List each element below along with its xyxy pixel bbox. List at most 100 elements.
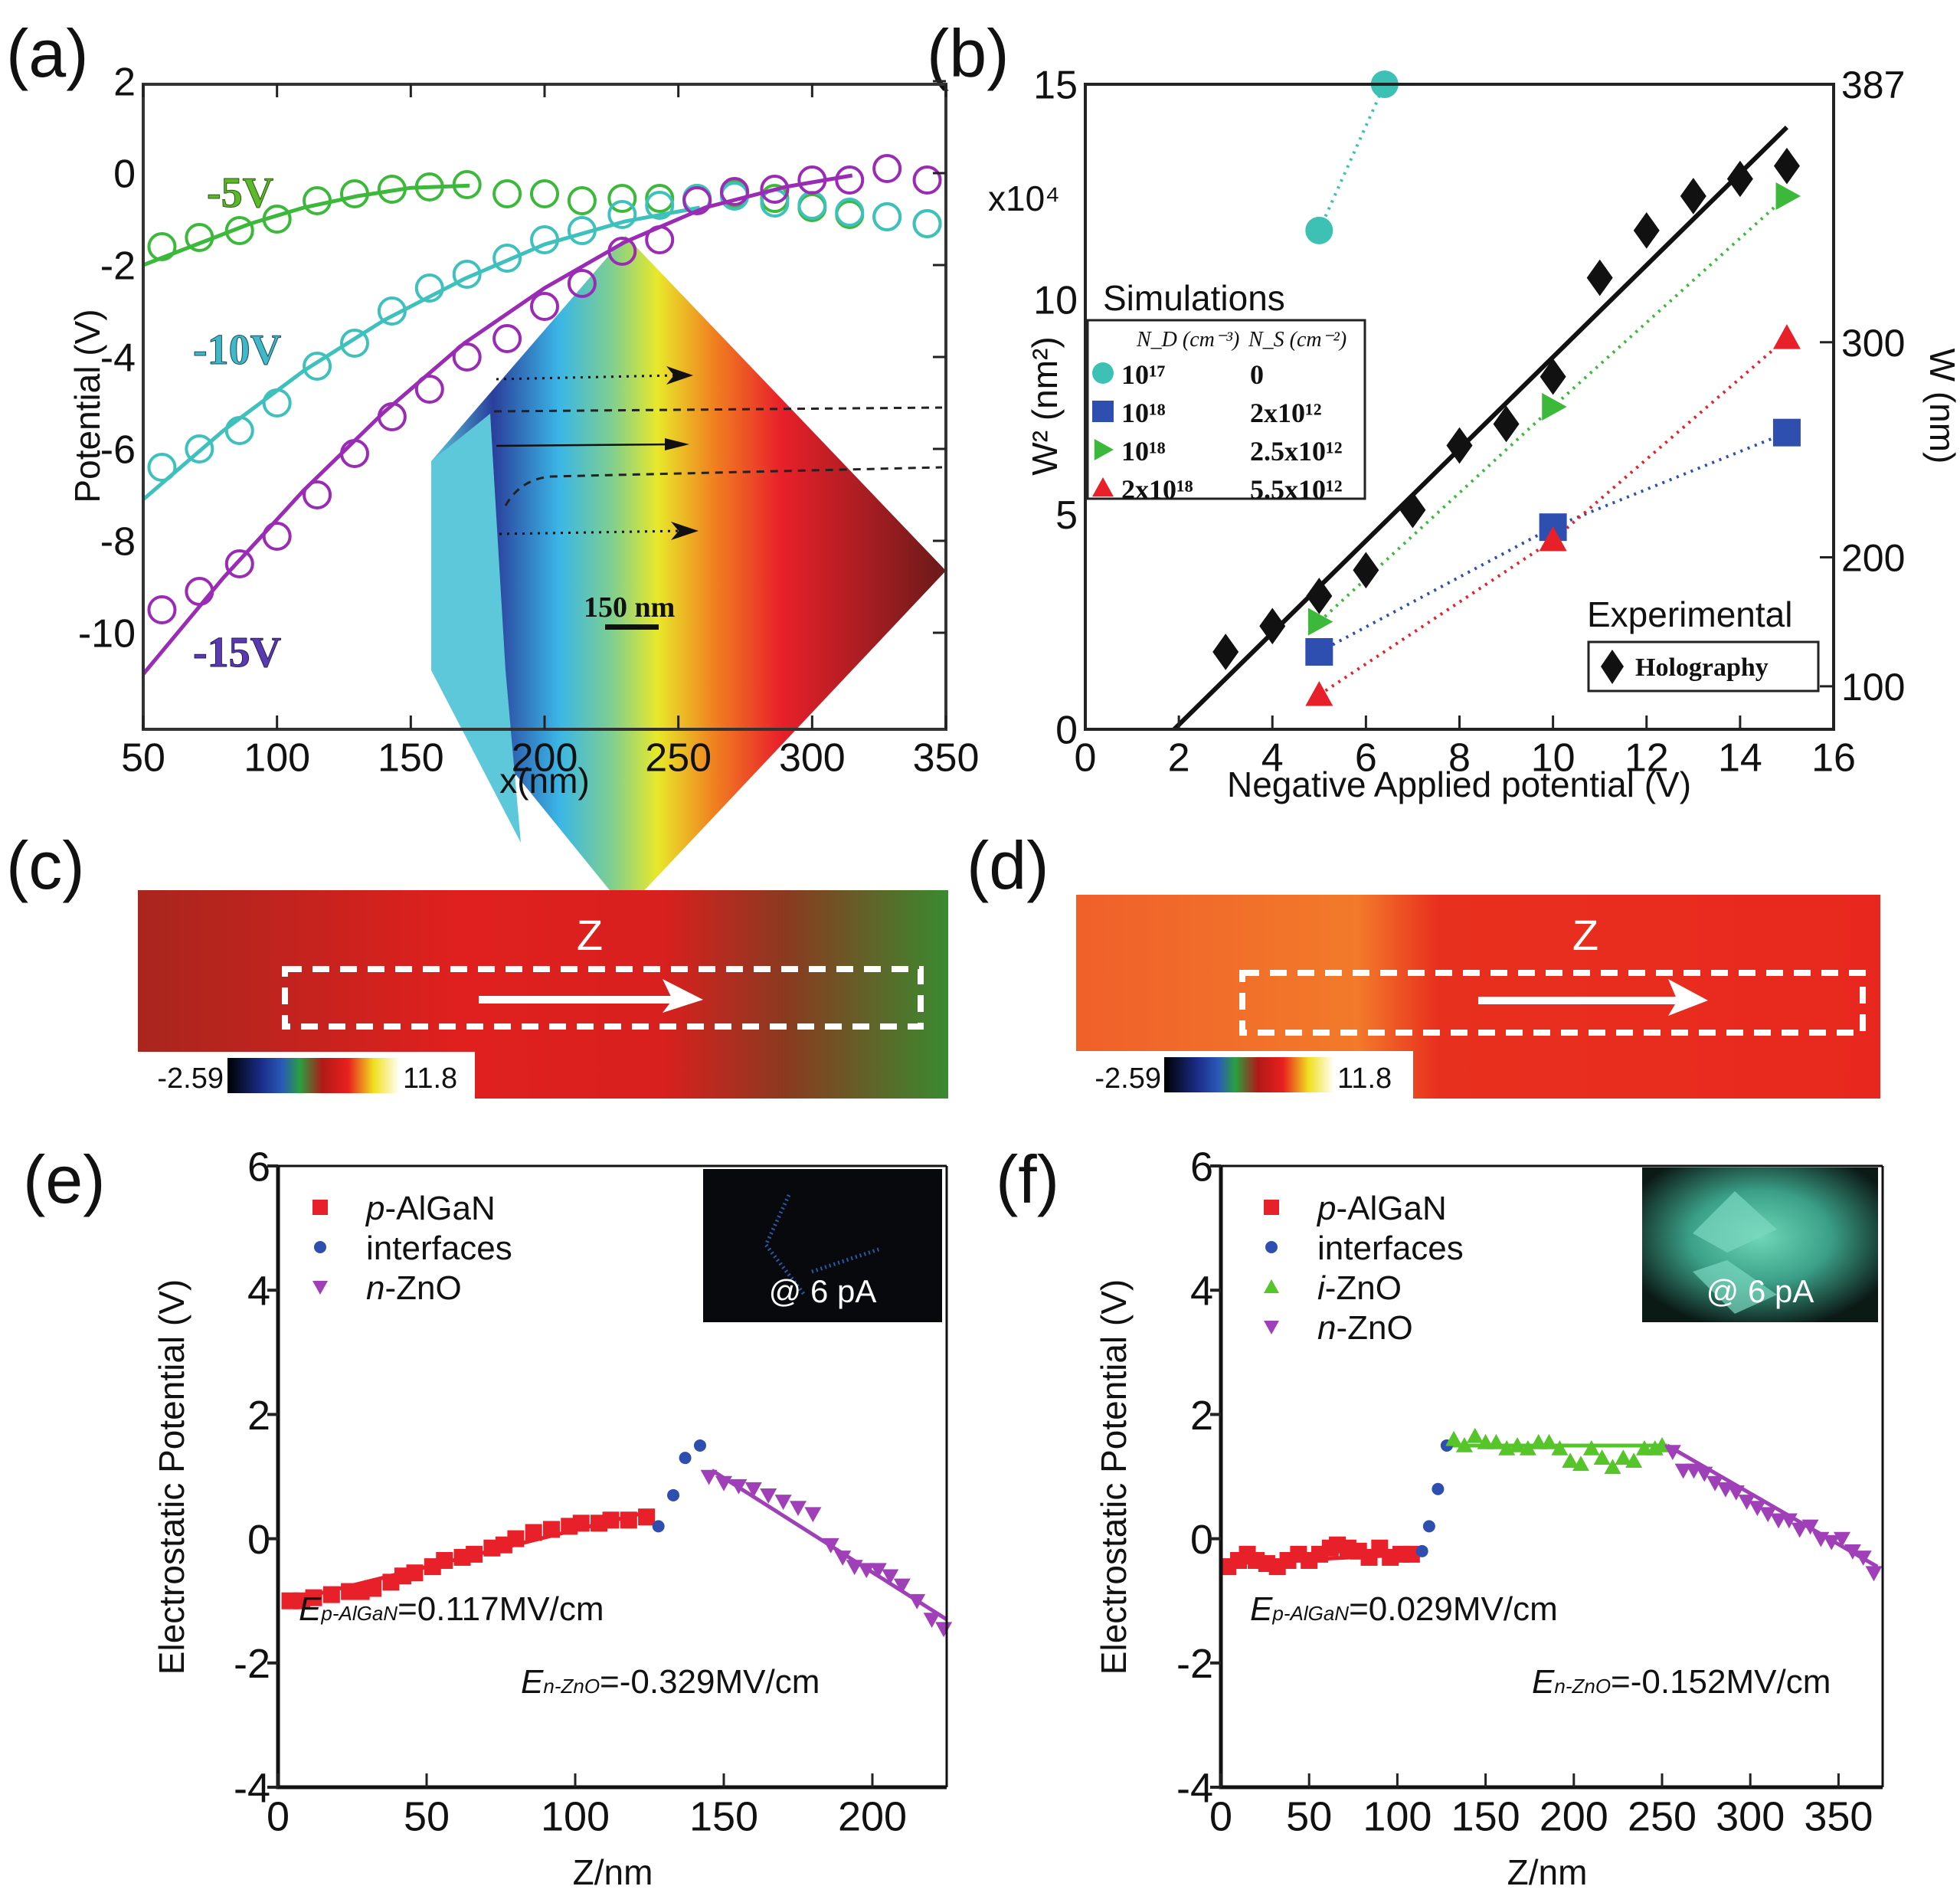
data-point-p-AlGaN [507, 1530, 525, 1547]
data-point-n-ZnO [744, 1482, 762, 1498]
data-point-i-ZnO [1477, 1433, 1494, 1449]
data-point [645, 191, 675, 220]
data-point-n-ZnO [908, 1593, 926, 1609]
simulation-point [1772, 324, 1801, 349]
data-point [377, 402, 407, 431]
y-tick-label: 10 [1033, 278, 1078, 323]
x-tick-label: 50 [404, 1794, 450, 1840]
data-point [262, 388, 292, 418]
x-tick-label: 100 [541, 1794, 610, 1840]
data-point-n-ZnO [1674, 1463, 1692, 1479]
legend-ns-value: 0 [1250, 359, 1264, 390]
panel-label-e: (e) [23, 1141, 106, 1217]
fit-line-neg5V [142, 183, 470, 267]
data-point-i-ZnO [1625, 1452, 1643, 1469]
colorbar-c-max: 11.8 [403, 1063, 457, 1095]
legend-exp-title: Experimental [1587, 594, 1792, 634]
legend-marker-icon [1092, 362, 1114, 384]
panel-f-chart: @ 6 pA 0 50 100 150 200 250 300 350 -4 -2 0 2 4 6 p-A… [1094, 1144, 1884, 1892]
data-point [835, 165, 865, 195]
y-right-tick-label: 200 [1841, 536, 1905, 579]
legend-label: p-AlGaN [1316, 1190, 1447, 1227]
legend-label: n-ZnO [1317, 1309, 1413, 1347]
data-point-n-ZnO [882, 1569, 899, 1585]
data-point-interfaces [1415, 1544, 1428, 1557]
legend-marker-icon [1094, 439, 1114, 460]
panel-d-map: Z -2.59 11.8 [1076, 895, 1880, 1099]
legend-nd-value: 10¹⁸ [1121, 398, 1166, 428]
data-point [414, 273, 444, 303]
data-point-n-ZnO [1727, 1485, 1745, 1501]
data-point [607, 200, 637, 229]
data-point-i-ZnO [1445, 1430, 1463, 1446]
panel-label-c: (c) [6, 827, 85, 903]
data-point-n-ZnO [774, 1495, 792, 1510]
x-axis-label-b: Negative Applied potential (V) [1227, 765, 1691, 804]
data-point-n-ZnO [1854, 1551, 1872, 1566]
data-point [147, 453, 177, 482]
y-axis-label-f: Electrostatic Potential (V) [1094, 1279, 1134, 1675]
data-point [912, 165, 942, 195]
y-tick-label: 2 [113, 61, 136, 105]
data-point-p-AlGaN [602, 1511, 620, 1529]
data-point-i-ZnO [1455, 1436, 1473, 1452]
scale-bar-label: 150 nm [584, 591, 675, 624]
data-point-i-ZnO [1615, 1449, 1632, 1465]
data-point [607, 184, 637, 213]
x-tick-label: 200 [1540, 1794, 1608, 1840]
colorbar-d [1164, 1057, 1334, 1092]
data-point-n-ZnO [1664, 1445, 1681, 1461]
data-point [720, 177, 750, 206]
colorbar-c-min: -2.59 [157, 1063, 224, 1095]
data-point [797, 165, 827, 195]
field-annotation-e2: En-ZnO=-0.329MV/cm [521, 1663, 820, 1701]
data-point-p-AlGaN [1402, 1545, 1420, 1563]
data-point-n-ZnO [1865, 1566, 1883, 1582]
data-point-i-ZnO [1540, 1433, 1558, 1449]
x-tick-label: 10 [1531, 736, 1576, 781]
x-tick-label: 2 [1168, 736, 1190, 781]
legend-nd-value: 2x10¹⁸ [1121, 474, 1193, 505]
legend-col-ns: N_S (cm⁻²) [1248, 328, 1346, 352]
y-tick-label: 6 [1190, 1144, 1213, 1190]
panel-label-d: (d) [967, 827, 1049, 903]
map-c-z-label: Z [577, 911, 603, 959]
y-tick-label: -4 [100, 336, 136, 381]
data-point-p-AlGaN [406, 1564, 424, 1582]
data-point [147, 232, 177, 261]
x-tick-label: 0 [1075, 736, 1097, 781]
potential-map-inset: 150 nm [431, 236, 946, 910]
holography-point [1680, 178, 1706, 214]
x-tick-label: 14 [1718, 736, 1762, 781]
data-point [224, 416, 254, 445]
x-tick-label: 0 [267, 1794, 290, 1840]
scale-bar [605, 624, 659, 630]
simulation-point [1775, 182, 1801, 210]
x-tick-label: 16 [1811, 736, 1856, 781]
simulation-point [1307, 607, 1333, 636]
data-point [147, 595, 177, 624]
legend-marker-icon [312, 1200, 328, 1215]
data-point [567, 269, 597, 298]
data-point [492, 244, 522, 273]
panel-a-chart: 150 nm 50 100 150 200 250 300 350 2 0 -2 -4 -6 -8 -10… [67, 61, 979, 910]
data-point [645, 225, 675, 254]
holography-point [1259, 607, 1286, 645]
data-point-i-ZnO [1519, 1440, 1536, 1456]
data-point-n-ZnO [822, 1537, 839, 1554]
y-tick-label: 0 [113, 152, 136, 197]
data-point-n-ZnO [1706, 1475, 1724, 1492]
data-point [645, 184, 675, 213]
data-point [872, 154, 902, 183]
data-point [530, 225, 559, 254]
x-tick-label: 250 [645, 736, 712, 781]
holography-point [1773, 147, 1800, 185]
data-point [452, 260, 482, 289]
field-annotation-f2: En-ZnO=-0.152MV/cm [1532, 1663, 1831, 1701]
data-point-interfaces [667, 1488, 680, 1501]
data-point [452, 342, 482, 372]
legend-marker-icon [1264, 1200, 1279, 1215]
x-axis-label-a: x(nm) [499, 761, 590, 801]
data-point [567, 216, 597, 245]
